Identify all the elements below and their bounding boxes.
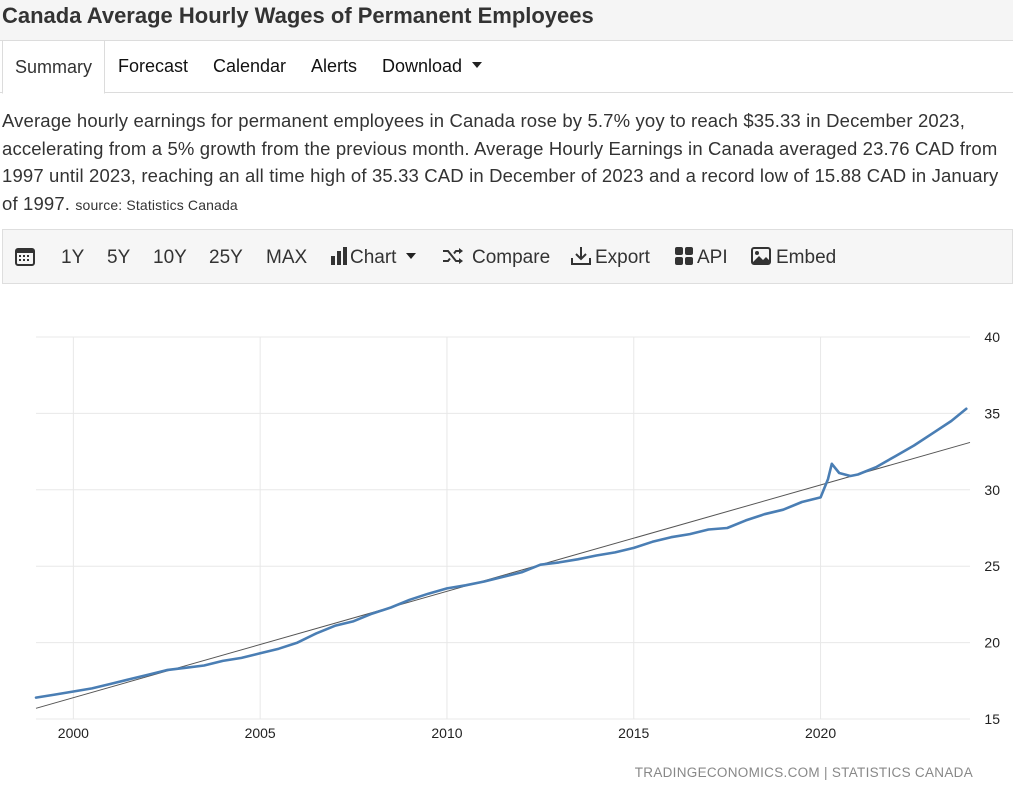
description-line: 1997 until 2023, reaching an all time hi… (2, 165, 999, 186)
export-button[interactable]: Export (571, 230, 650, 285)
chart-svg: 15 20 25 30 35 40 2000 2005 2010 2015 2020 (34, 329, 1000, 741)
source-text: source: Statistics Canada (75, 196, 238, 213)
api-label: API (697, 247, 728, 268)
chart-type-label: Chart (350, 247, 397, 268)
tab-summary[interactable]: Summary (2, 40, 106, 94)
bar-chart-icon (331, 246, 347, 265)
y-tick-label: 25 (984, 558, 1000, 574)
embed-button[interactable]: Embed (751, 230, 836, 285)
tab-bar: Summary Forecast Calendar Alerts Downloa… (0, 40, 1013, 94)
description-line-text: of 1997. (2, 192, 71, 214)
calendar-button[interactable] (15, 230, 40, 285)
summary-description: Average hourly earnings for permanent em… (2, 107, 1013, 217)
chevron-down-icon (472, 62, 483, 69)
download-icon (571, 246, 591, 265)
y-tick-label: 30 (984, 482, 1000, 498)
compare-label: Compare (472, 247, 551, 268)
x-tick-label: 2015 (618, 725, 649, 741)
line-chart: 15 20 25 30 35 40 2000 2005 2010 2015 2020 (0, 285, 1013, 800)
title-bar: Canada Average Hourly Wages of Permanent… (0, 0, 1013, 41)
chart-toolbar: 1Y 5Y 10Y 25Y MAX Chart Compare Export A… (2, 229, 1013, 284)
trend-line (35, 441, 971, 709)
y-tick-label: 40 (984, 329, 1000, 345)
x-tick-label: 2000 (58, 725, 89, 741)
range-max-button[interactable]: MAX (266, 247, 308, 268)
y-tick-label: 35 (984, 405, 1000, 421)
range-10y-button[interactable]: 10Y (153, 247, 187, 268)
api-button[interactable]: API (675, 230, 728, 285)
axis-layer: 15 20 25 30 35 40 2000 2005 2010 2015 2020 (58, 329, 1000, 741)
compare-button[interactable]: Compare (442, 230, 550, 285)
series-layer (34, 407, 968, 699)
tab-calendar[interactable]: Calendar (213, 56, 287, 76)
x-tick-label: 2020 (805, 725, 836, 741)
range-1y-button[interactable]: 1Y (61, 247, 85, 268)
page-title: Canada Average Hourly Wages of Permanent… (2, 3, 594, 28)
tab-forecast[interactable]: Forecast (118, 56, 189, 76)
export-label: Export (595, 247, 650, 268)
description-line: of 1997. source: Statistics Canada (2, 190, 1013, 218)
grid-layer (36, 336, 970, 720)
calendar-icon (15, 247, 35, 266)
tab-download-label: Download (382, 56, 463, 76)
series-line (34, 407, 968, 699)
x-tick-label: 2010 (431, 725, 462, 741)
x-tick-label: 2005 (245, 725, 276, 741)
y-tick-label: 15 (984, 711, 1000, 727)
chart-credit: TRADINGECONOMICS.COM | STATISTICS CANADA (634, 765, 973, 780)
description-line: Average hourly earnings for permanent em… (2, 110, 966, 131)
description-line: accelerating from a 5% growth from the p… (2, 137, 998, 159)
embed-label: Embed (776, 247, 837, 268)
tab-download[interactable]: Download (382, 40, 483, 92)
grid-icon (675, 246, 693, 265)
trend-layer (35, 441, 971, 709)
image-icon (751, 246, 771, 265)
shuffle-icon (443, 247, 463, 264)
tab-alerts[interactable]: Alerts (311, 56, 358, 76)
range-5y-button[interactable]: 5Y (107, 247, 131, 268)
chart-type-button[interactable]: Chart (331, 230, 417, 285)
chevron-down-icon (406, 252, 417, 259)
range-25y-button[interactable]: 25Y (209, 247, 243, 268)
y-tick-label: 20 (984, 635, 1000, 651)
